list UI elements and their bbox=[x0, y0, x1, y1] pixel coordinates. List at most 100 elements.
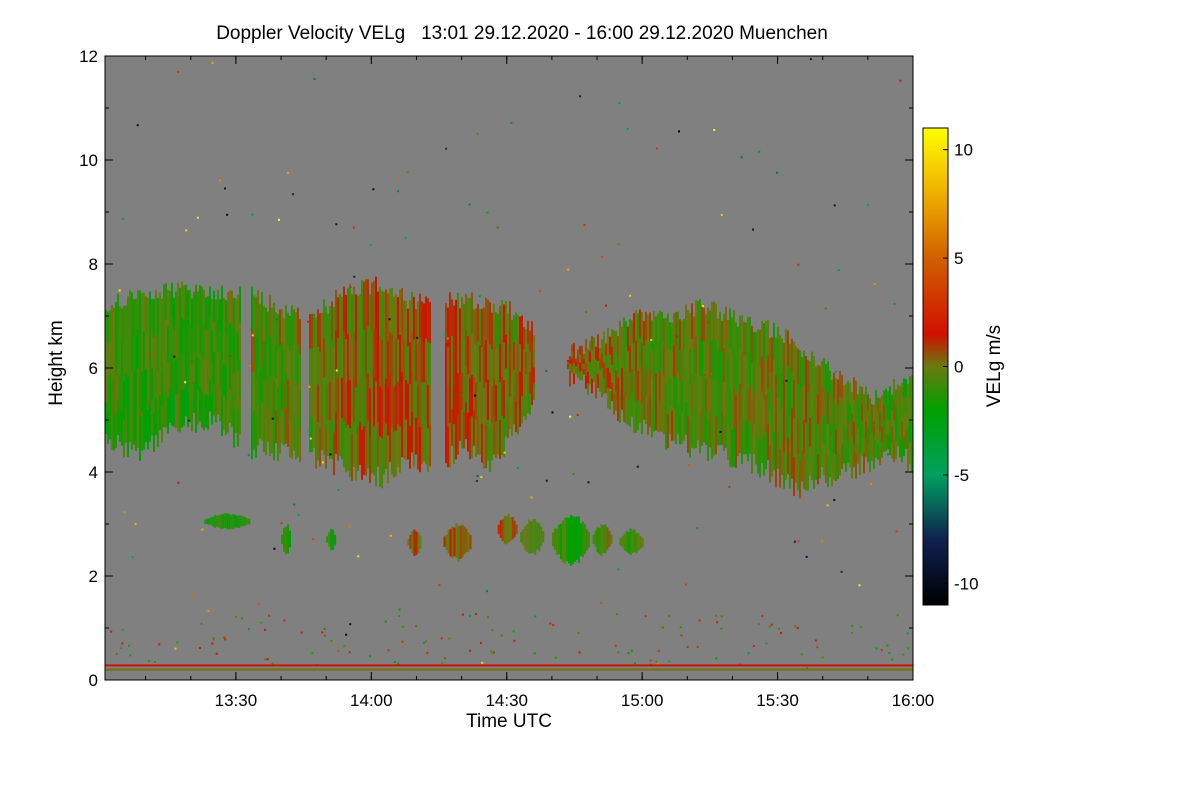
noise-pixel bbox=[678, 130, 680, 133]
cloud-streak bbox=[149, 329, 151, 367]
y-tick-label: 12 bbox=[79, 47, 98, 66]
cloud-streak bbox=[629, 345, 631, 374]
cloud-streak bbox=[125, 407, 127, 443]
cloud-streak bbox=[771, 406, 773, 442]
cloud-streak bbox=[153, 375, 155, 414]
noise-pixel bbox=[128, 644, 131, 647]
cloud-streak bbox=[511, 406, 513, 436]
noise-pixel bbox=[348, 651, 351, 654]
cloud-streak bbox=[533, 351, 535, 368]
noise-pixel bbox=[451, 353, 454, 356]
cloud-streak bbox=[879, 397, 881, 415]
cloud-streak bbox=[129, 365, 131, 405]
noise-pixel bbox=[512, 630, 515, 633]
cloud-streak bbox=[573, 363, 575, 374]
noise-pixel bbox=[207, 609, 210, 612]
cloud-streak bbox=[799, 387, 801, 425]
cloud-streak bbox=[483, 307, 485, 349]
y-tick-label: 0 bbox=[89, 671, 98, 690]
cloud-streak bbox=[423, 342, 425, 383]
cloud-streak bbox=[695, 336, 697, 375]
cloud-streak bbox=[689, 349, 691, 386]
cloud-streak bbox=[773, 396, 775, 434]
cloud-streak bbox=[599, 348, 601, 360]
cloud-streak bbox=[493, 341, 495, 380]
cloud-streak bbox=[263, 341, 265, 379]
noise-pixel bbox=[353, 275, 356, 278]
cloud-patch bbox=[530, 521, 533, 554]
cloud-streak bbox=[661, 371, 663, 402]
noise-pixel bbox=[441, 661, 444, 664]
cloud-streak bbox=[409, 300, 411, 343]
cloud-patch bbox=[240, 515, 243, 527]
cloud-streak bbox=[187, 290, 189, 325]
cloud-streak bbox=[601, 382, 603, 398]
cloud-streak bbox=[615, 370, 617, 391]
noise-pixel bbox=[424, 640, 427, 643]
cloud-streak bbox=[115, 411, 117, 449]
cloud-streak bbox=[747, 353, 749, 390]
cloud-patch bbox=[553, 528, 556, 550]
cloud-streak bbox=[733, 388, 735, 428]
cloud-streak bbox=[605, 343, 607, 357]
cloud-patch bbox=[633, 529, 636, 553]
cloud-streak bbox=[731, 429, 733, 468]
noise-pixel bbox=[806, 666, 809, 669]
cloud-streak bbox=[637, 371, 639, 401]
cloud-patch bbox=[232, 513, 235, 530]
cloud-streak bbox=[735, 431, 737, 468]
cloud-patch bbox=[413, 529, 416, 556]
cloud-streak bbox=[823, 416, 825, 447]
cloud-streak bbox=[447, 426, 449, 468]
cloud-streak bbox=[123, 381, 125, 420]
cloud-streak bbox=[425, 380, 427, 423]
cloud-streak bbox=[603, 331, 605, 348]
noise-pixel bbox=[824, 307, 827, 310]
cloud-streak bbox=[191, 397, 193, 432]
cloud-streak bbox=[607, 387, 609, 409]
cloud-streak bbox=[489, 386, 491, 430]
cloud-streak bbox=[383, 428, 385, 475]
cloud-streak bbox=[757, 365, 759, 402]
noise-pixel bbox=[147, 659, 150, 662]
x-tick-label: 14:30 bbox=[485, 691, 528, 710]
cloud-streak bbox=[165, 319, 167, 356]
noise-pixel bbox=[308, 385, 311, 388]
cloud-streak bbox=[595, 346, 597, 361]
cloud-streak bbox=[391, 287, 393, 335]
cloud-streak bbox=[479, 345, 481, 383]
noise-pixel bbox=[780, 632, 783, 634]
cloud-streak bbox=[817, 424, 819, 455]
cloud-streak bbox=[183, 390, 185, 426]
cloud-streak bbox=[769, 446, 771, 483]
cloud-streak bbox=[261, 403, 263, 441]
cloud-streak bbox=[711, 341, 713, 381]
noise-pixel bbox=[486, 211, 489, 214]
cloud-streak bbox=[613, 330, 615, 352]
cloud-streak bbox=[199, 318, 201, 354]
cloud-streak bbox=[887, 434, 889, 450]
noise-pixel bbox=[702, 305, 704, 307]
cloud-streak bbox=[901, 441, 903, 463]
cloud-streak bbox=[207, 396, 209, 430]
cloud-streak bbox=[685, 369, 687, 403]
cloud-streak bbox=[219, 360, 221, 391]
noise-pixel bbox=[235, 616, 238, 619]
cloud-streak bbox=[763, 436, 765, 476]
cloud-streak bbox=[773, 432, 775, 470]
cloud-streak bbox=[491, 312, 493, 351]
cloud-streak bbox=[707, 422, 709, 462]
noise-pixel bbox=[115, 652, 118, 655]
cloud-streak bbox=[495, 421, 497, 459]
cloud-streak bbox=[331, 379, 333, 420]
cloud-streak bbox=[755, 331, 757, 366]
noise-pixel bbox=[177, 70, 180, 73]
cloud-streak bbox=[891, 426, 893, 443]
noise-pixel bbox=[174, 647, 177, 650]
cloud-streak bbox=[831, 406, 833, 434]
cloud-streak bbox=[173, 330, 175, 363]
cloud-streak bbox=[651, 349, 653, 380]
noise-pixel bbox=[247, 454, 250, 457]
noise-pixel bbox=[219, 179, 221, 182]
noise-pixel bbox=[834, 370, 837, 373]
